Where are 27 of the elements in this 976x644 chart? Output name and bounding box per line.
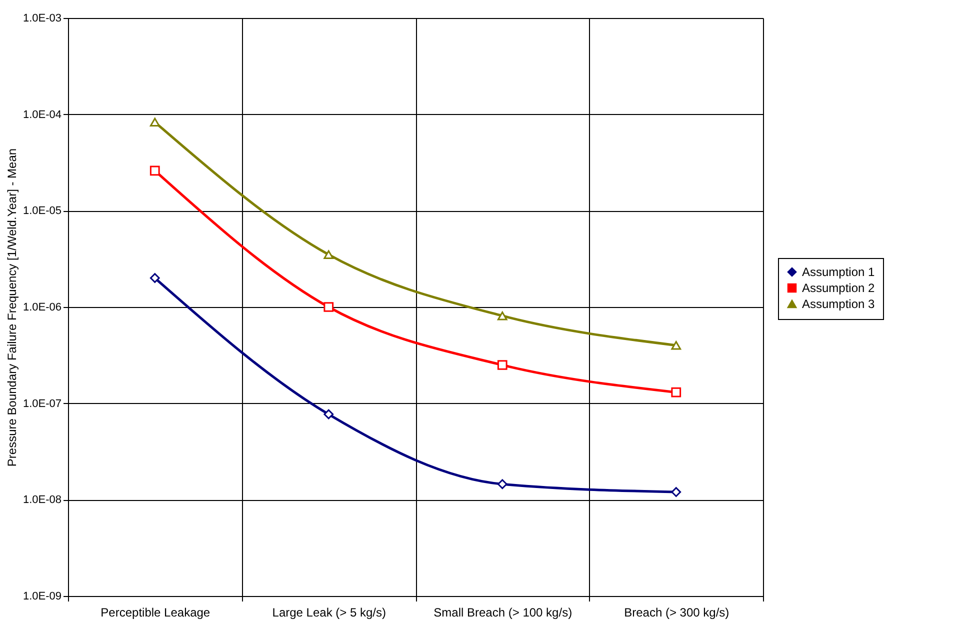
point [671,487,682,497]
point [324,409,334,420]
x-tick-label: Small Breach (> 100 kg/s) [434,606,572,620]
legend-label: Assumption 3 [802,297,876,311]
y-tick-label: 1.0E-08 [22,494,62,506]
legend-label: Assumption 2 [802,281,876,295]
x-tick-label: Perceptible Leakage [100,606,210,620]
y-tick-label: 1.0E-09 [22,590,62,602]
y-tick-label: 1.0E-04 [22,108,62,121]
point [150,273,160,283]
point [150,166,160,176]
y-tick-label: 1.0E-03 [22,12,62,24]
y-axis-title: Pressure Boundary Failure Frequency [1/Weld.Year] - Mean [4,148,19,467]
y-tick-label: 1.0E-06 [22,302,62,314]
point [324,302,334,312]
point [497,479,508,490]
y-tick-label: 1.0E-07 [22,398,62,410]
point [671,387,682,398]
legend-label: Assumption 1 [802,265,876,279]
x-tick-label: Large Leak (> 5 kg/s) [272,606,386,620]
point [671,340,682,350]
y-tick-label: 1.0E-05 [22,205,62,218]
point [497,311,508,320]
point [497,360,508,370]
point [324,250,334,259]
x-tick-label: Breach (> 300 kg/s) [624,606,730,620]
point [150,118,160,126]
